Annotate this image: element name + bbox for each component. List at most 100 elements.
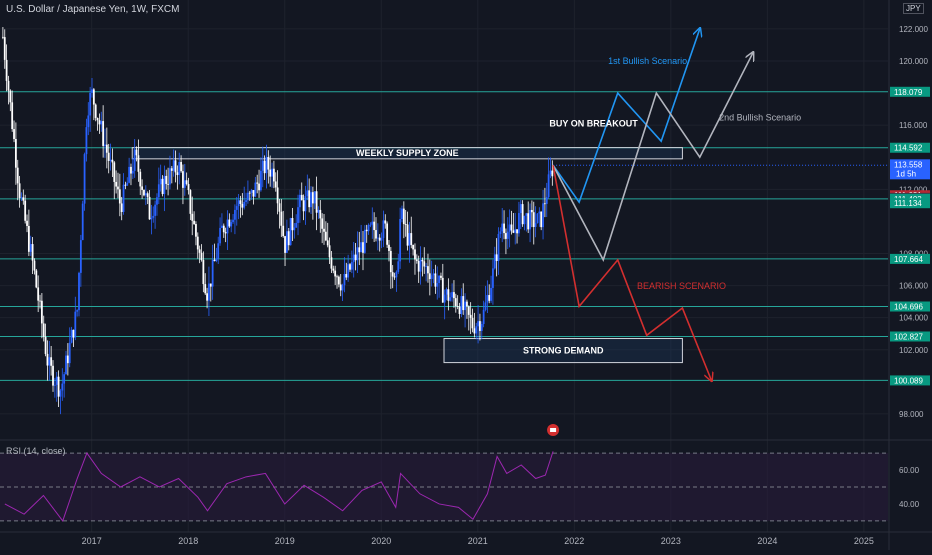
- candle-body: [302, 200, 305, 212]
- candle-body: [11, 102, 14, 130]
- candle-body: [493, 254, 496, 269]
- candle-body: [527, 213, 530, 230]
- price-label-badge: [890, 198, 930, 209]
- rsi-tick-label: 40.00: [899, 500, 920, 509]
- candle-body: [371, 221, 374, 225]
- candle-body: [193, 220, 195, 225]
- candle-body: [395, 271, 398, 278]
- candle-body: [328, 245, 331, 258]
- candle-body: [72, 329, 75, 338]
- candle-body: [18, 183, 21, 198]
- price-label-text: 104.696: [894, 303, 923, 312]
- currency-tag[interactable]: JPY: [903, 3, 924, 14]
- time-tick-label: 2019: [275, 536, 295, 546]
- candle-body: [285, 231, 288, 253]
- candle-body: [195, 224, 197, 237]
- candle-body: [427, 266, 429, 274]
- candle-body: [304, 196, 307, 212]
- price-label-badge: [890, 159, 930, 180]
- candle-body: [350, 262, 353, 270]
- candle-body: [358, 247, 361, 253]
- candle-body: [471, 317, 474, 329]
- candle-body: [451, 292, 453, 298]
- candle-body: [124, 184, 127, 186]
- candle-body: [111, 159, 114, 163]
- candle-body: [315, 191, 318, 213]
- candle-body: [540, 211, 543, 228]
- candle-body: [345, 273, 348, 278]
- candle-body: [152, 215, 155, 218]
- candle-body: [477, 321, 479, 327]
- candle-body: [252, 190, 255, 197]
- candle-body: [159, 178, 162, 185]
- candle-body: [52, 365, 54, 386]
- candle-body: [22, 197, 25, 201]
- candle-body: [384, 220, 387, 224]
- time-tick-label: 2023: [661, 536, 681, 546]
- candle-body: [46, 353, 49, 366]
- candle-body: [432, 273, 435, 276]
- candle-body: [369, 224, 372, 226]
- candle-body: [506, 231, 509, 239]
- candle-body: [343, 273, 346, 286]
- candle-body: [495, 254, 498, 262]
- candle-body: [536, 213, 539, 224]
- candle-body: [96, 117, 99, 121]
- price-tick-label: 112.000: [899, 185, 928, 194]
- candle-body: [334, 270, 337, 277]
- candle-body: [260, 170, 262, 191]
- candle-body: [297, 207, 299, 223]
- candle-body: [373, 221, 376, 231]
- candle-body: [44, 336, 47, 354]
- candle-body: [276, 187, 279, 204]
- candle-body: [139, 171, 142, 187]
- candle-body: [336, 276, 338, 278]
- candle-body: [417, 260, 420, 272]
- candle-body: [107, 152, 110, 161]
- candle-body: [492, 268, 494, 288]
- zone-box: [131, 147, 683, 160]
- candle-body: [291, 218, 294, 231]
- candle-body: [534, 223, 537, 227]
- candle-body: [545, 197, 548, 204]
- candle-body: [221, 225, 223, 228]
- candle-body: [362, 242, 364, 253]
- candle-body: [298, 194, 301, 208]
- candle-body: [156, 197, 158, 205]
- price-label-subtext: 1d 5h: [896, 169, 916, 178]
- candle-body: [454, 298, 457, 307]
- candle-body: [330, 257, 333, 269]
- candle-body: [102, 121, 105, 146]
- candle-body: [397, 261, 400, 272]
- candle-body: [551, 170, 554, 177]
- candle-body: [239, 200, 242, 204]
- candle-body: [24, 200, 27, 221]
- candle-body: [428, 273, 431, 280]
- candle-body: [319, 209, 322, 219]
- candle-body: [339, 284, 342, 291]
- price-tick-label: 106.000: [899, 282, 928, 291]
- candle-body: [33, 260, 36, 271]
- candle-body: [434, 273, 437, 287]
- candle-body: [482, 309, 485, 324]
- candle-body: [174, 160, 177, 173]
- candle-body: [295, 222, 298, 228]
- candle-body: [141, 186, 144, 190]
- scenario-label: 1st Bullish Scenario: [608, 56, 687, 66]
- candle-body: [529, 209, 531, 230]
- candle-body: [128, 166, 131, 183]
- candle-body: [360, 242, 363, 253]
- candle-body: [100, 121, 103, 125]
- candle-body: [510, 224, 513, 231]
- candle-body: [26, 220, 28, 226]
- candle-body: [388, 244, 390, 251]
- candle-body: [447, 289, 450, 301]
- candle-body: [467, 306, 470, 315]
- candle-body: [380, 237, 383, 241]
- candle-body: [98, 120, 101, 125]
- candle-body: [206, 293, 208, 301]
- candle-body: [505, 233, 507, 239]
- candle-body: [243, 201, 246, 208]
